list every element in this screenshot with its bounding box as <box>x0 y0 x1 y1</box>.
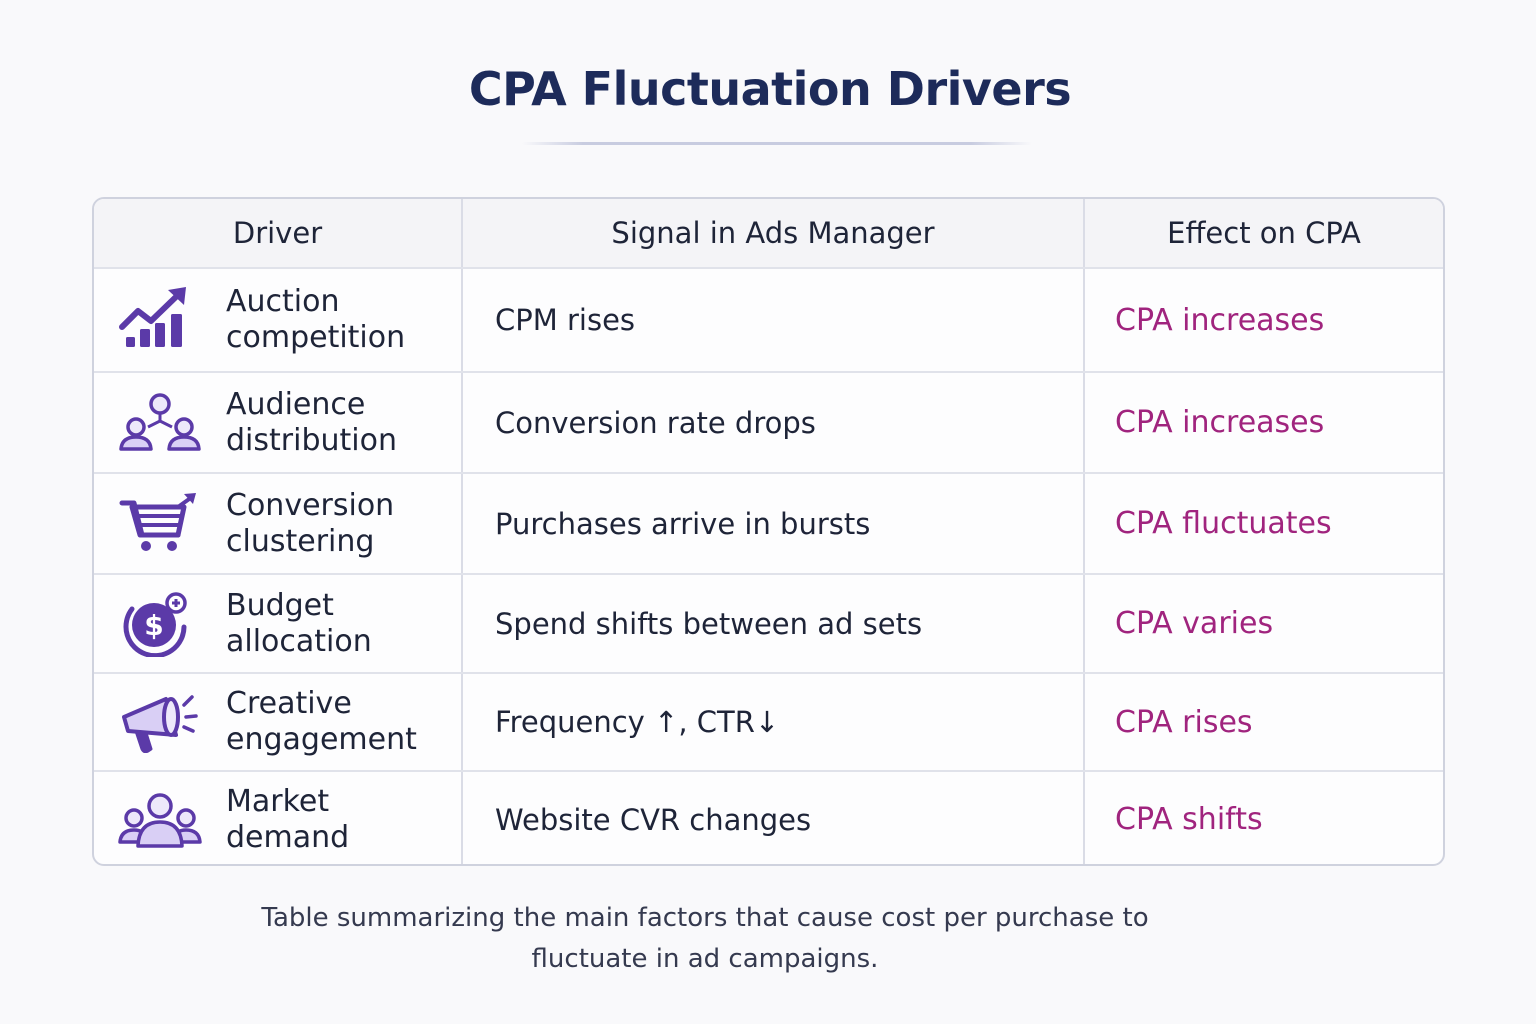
table-row: Auction competition CPM rises CPA increa… <box>94 268 1443 373</box>
driver-label: Creative engagement <box>226 686 417 757</box>
audience-network-icon <box>118 388 204 458</box>
table-row: Market demand Website CVR changes CPA sh… <box>94 771 1443 864</box>
table-header-row: Driver Signal in Ads Manager Effect on C… <box>94 199 1443 269</box>
effect-cell: CPA shifts <box>1115 802 1263 837</box>
drivers-table: Driver Signal in Ads Manager Effect on C… <box>92 197 1445 866</box>
title-divider <box>522 142 1032 145</box>
dollar-coin-icon: $ <box>118 589 204 659</box>
driver-label: Auction competition <box>226 284 406 355</box>
svg-text:$: $ <box>144 609 163 642</box>
signal-cell: Frequency ↑, CTR↓ <box>462 673 1085 772</box>
table-row: Creative engagement Frequency ↑, CTR↓ CP… <box>94 673 1443 772</box>
page-title: CPA Fluctuation Drivers <box>468 62 1072 116</box>
table-row: Conversion clustering Purchases arrive i… <box>94 473 1443 575</box>
signal-cell: Purchases arrive in bursts <box>462 473 1085 575</box>
driver-label: Conversion clustering <box>226 487 395 559</box>
effect-cell: CPA rises <box>1084 673 1443 772</box>
header-driver: Driver <box>94 199 463 269</box>
megaphone-icon <box>118 687 204 757</box>
shopping-cart-arrow-icon <box>118 489 204 559</box>
driver-label: Budget allocation <box>226 587 372 659</box>
header-signal: Signal in Ads Manager <box>462 199 1085 269</box>
effect-cell: CPA fluctuates <box>1084 473 1443 575</box>
signal-cell: Spend shifts between ad sets <box>462 574 1085 674</box>
table-row: $ Budget allocation Spend shifts between… <box>94 574 1443 674</box>
signal-cell: Conversion rate drops <box>462 372 1085 474</box>
header-effect: Effect on CPA <box>1084 199 1443 269</box>
effect-cell: CPA increases <box>1084 372 1443 474</box>
trending-up-chart-icon <box>118 285 204 355</box>
signal-cell: Website CVR changes <box>462 771 1085 864</box>
table-row: Audience distribution Conversion rate dr… <box>94 372 1443 474</box>
signal-cell: CPM rises <box>462 268 1085 373</box>
driver-label: Market demand <box>226 783 350 855</box>
effect-cell: CPA increases <box>1084 268 1443 373</box>
table-caption: Table summarizing the main factors that … <box>261 903 1149 974</box>
users-group-icon <box>118 785 204 855</box>
driver-label: Audience distribution <box>226 386 397 458</box>
effect-cell: CPA varies <box>1084 574 1443 674</box>
